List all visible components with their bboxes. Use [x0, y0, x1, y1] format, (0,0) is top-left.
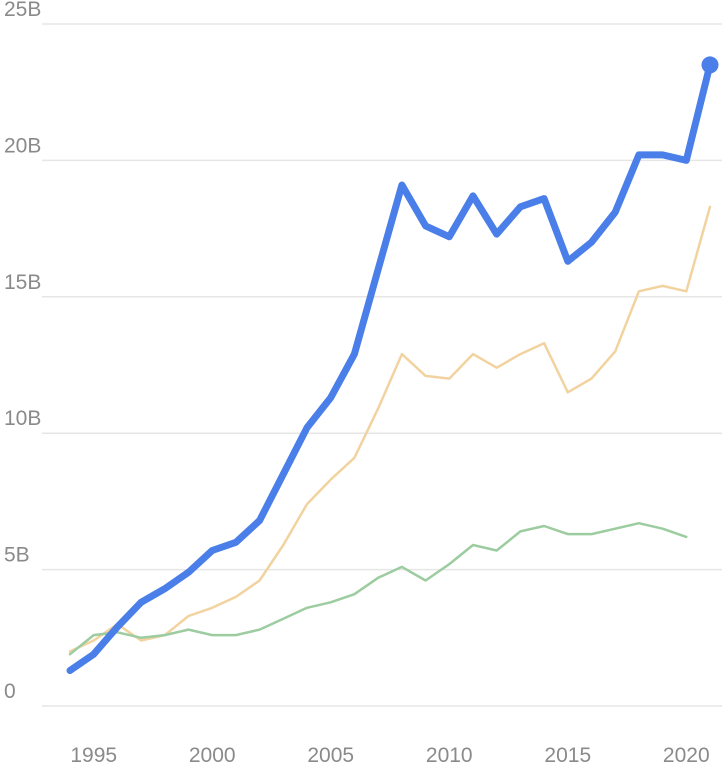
- series-line-1: [66, 61, 714, 674]
- gridlines: [42, 23, 722, 707]
- y-tick-label: 0: [4, 680, 16, 703]
- y-tick-label: 15B: [4, 271, 41, 294]
- x-tick-label: 2000: [189, 744, 236, 767]
- series-lines: [66, 56, 719, 674]
- x-tick-label: 1995: [70, 744, 117, 767]
- series-line-2: [68, 205, 712, 653]
- series-end-marker: [701, 56, 719, 74]
- x-tick-label: 2010: [426, 744, 473, 767]
- x-tick-label: 2005: [307, 744, 354, 767]
- x-tick-label: 2015: [544, 744, 591, 767]
- series-line-3: [68, 521, 688, 656]
- x-axis-tick-labels: 1995 2000 2005 2010 2015 2020: [70, 744, 709, 767]
- y-tick-label: 5B: [4, 544, 30, 567]
- y-tick-label: 10B: [4, 407, 41, 430]
- y-tick-label: 25B: [4, 0, 41, 21]
- x-tick-label: 2020: [663, 744, 710, 767]
- y-axis-tick-labels: 0 5B 10B 15B 20B 25B: [4, 0, 41, 703]
- y-tick-label: 20B: [4, 134, 41, 157]
